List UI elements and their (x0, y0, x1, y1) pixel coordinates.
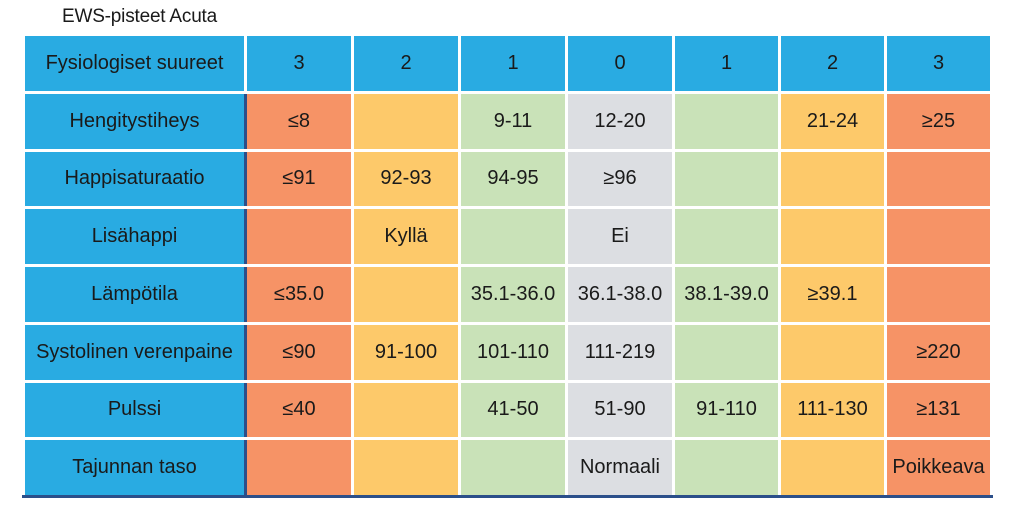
table-cell (778, 148, 887, 210)
table-cell: ≤40 (244, 379, 354, 441)
header-score: 3 (884, 33, 993, 94)
table-cell: Ei (565, 206, 675, 267)
table-row: Lämpötila ≤35.0 35.1-36.0 36.1-38.0 38.1… (22, 264, 993, 325)
table-cell: 38.1-39.0 (672, 264, 781, 325)
header-score: 0 (565, 33, 675, 94)
table-cell: 91-100 (351, 321, 461, 383)
table-cell: 111-130 (778, 379, 887, 441)
table-cell: ≥96 (565, 148, 675, 210)
table-cell: 35.1-36.0 (458, 264, 568, 325)
table-cell: 91-110 (672, 379, 781, 441)
table-cell (884, 206, 993, 267)
table-row: Hengitystiheys ≤8 9-11 12-20 21-24 ≥25 (22, 90, 993, 152)
header-score: 2 (778, 33, 887, 94)
table-cell (244, 206, 354, 267)
row-label: Tajunnan taso (22, 437, 247, 498)
table-cell: ≤91 (244, 148, 354, 210)
table-cell: 9-11 (458, 90, 568, 152)
table-cell: 36.1-38.0 (565, 264, 675, 325)
table-cell (351, 264, 461, 325)
table-cell: 51-90 (565, 379, 675, 441)
table-cell (672, 206, 781, 267)
table-cell: 111-219 (565, 321, 675, 383)
table-cell: ≥131 (884, 379, 993, 441)
table-cell (672, 437, 781, 498)
table-row: Lisähappi Kyllä Ei (22, 206, 993, 267)
table-cell (672, 90, 781, 152)
table-cell: Normaali (565, 437, 675, 498)
row-label: Hengitystiheys (22, 90, 247, 152)
table-caption: EWS-pisteet Acuta (62, 6, 218, 27)
table-cell (351, 379, 461, 441)
table-cell (244, 437, 354, 498)
table-cell (351, 90, 461, 152)
table-cell: Kyllä (351, 206, 461, 267)
ews-score-table: Fysiologiset suureet 3 2 1 0 1 2 3 Hengi… (22, 33, 993, 498)
table-cell (672, 321, 781, 383)
table-cell (884, 148, 993, 210)
header-score: 1 (458, 33, 568, 94)
table-cell: Poikkeava (884, 437, 993, 498)
table-cell: 21-24 (778, 90, 887, 152)
table-cell: ≤35.0 (244, 264, 354, 325)
header-score: 2 (351, 33, 461, 94)
table-cell (672, 148, 781, 210)
table-cell: 12-20 (565, 90, 675, 152)
row-label: Pulssi (22, 379, 247, 441)
row-label: Lisähappi (22, 206, 247, 267)
table-cell: ≤90 (244, 321, 354, 383)
table-cell: 41-50 (458, 379, 568, 441)
table-row: Pulssi ≤40 41-50 51-90 91-110 111-130 ≥1… (22, 379, 993, 441)
row-label: Happisaturaatio (22, 148, 247, 210)
row-label: Lämpötila (22, 264, 247, 325)
header-score: 1 (672, 33, 781, 94)
table-cell (884, 264, 993, 325)
table-cell (458, 206, 568, 267)
header-row: Fysiologiset suureet 3 2 1 0 1 2 3 (22, 33, 993, 94)
table-cell: ≤8 (244, 90, 354, 152)
table-cell (458, 437, 568, 498)
header-param-label: Fysiologiset suureet (22, 33, 247, 94)
table-cell: 101-110 (458, 321, 568, 383)
table-cell (351, 437, 461, 498)
table-row: Happisaturaatio ≤91 92-93 94-95 ≥96 (22, 148, 993, 210)
table-cell (778, 437, 887, 498)
table-cell: 92-93 (351, 148, 461, 210)
table-row: Tajunnan taso Normaali Poikkeava (22, 437, 993, 498)
row-label: Systolinen verenpaine (22, 321, 247, 383)
table-cell (778, 321, 887, 383)
table-cell: 94-95 (458, 148, 568, 210)
table-cell: ≥39.1 (778, 264, 887, 325)
table-cell (778, 206, 887, 267)
table-cell: ≥220 (884, 321, 993, 383)
header-score: 3 (244, 33, 354, 94)
table-row: Systolinen verenpaine ≤90 91-100 101-110… (22, 321, 993, 383)
table-cell: ≥25 (884, 90, 993, 152)
